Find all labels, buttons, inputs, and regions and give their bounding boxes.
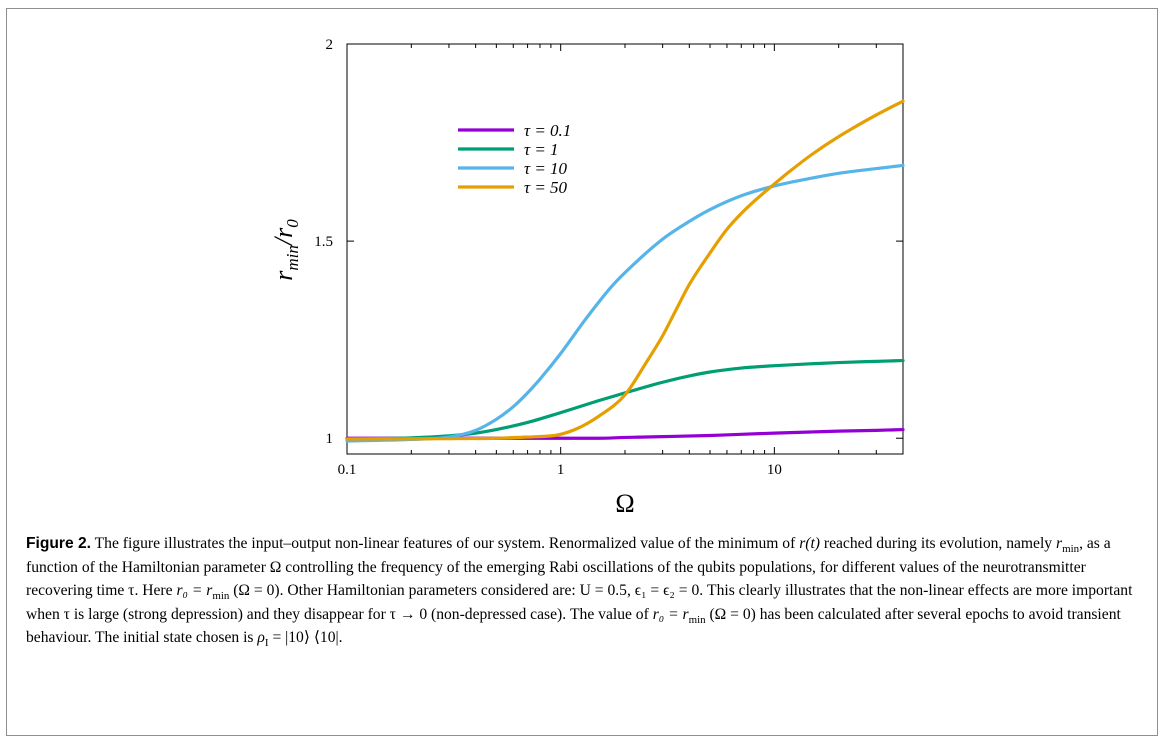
y-tick-label: 1 xyxy=(326,431,334,447)
legend-label-3: τ = 50 xyxy=(524,178,568,197)
caption-text-4: . Other Hamiltonian parameters considere… xyxy=(26,582,1133,623)
caption-rt: r(t) xyxy=(799,535,820,552)
plot-area xyxy=(346,43,904,455)
caption-r0-def-2: r₀ = r xyxy=(652,605,689,623)
legend-label-1: τ = 1 xyxy=(524,140,559,159)
series-line-3 xyxy=(345,99,905,441)
caption-text-1: The figure illustrates the input–output … xyxy=(94,535,800,552)
y-axis-label: rmin/r0 xyxy=(269,219,302,281)
x-tick-label: 1 xyxy=(557,462,565,478)
figure-caption: Figure 2. The figure illustrates the inp… xyxy=(26,532,1138,650)
caption-text-3: , as a function of the Hamiltonian param… xyxy=(26,535,1111,600)
caption-rmin-sub: min xyxy=(1062,543,1080,556)
y-tick-label: 2 xyxy=(326,37,334,53)
x-tick-label: 10 xyxy=(767,462,782,478)
caption-text-2: reached during its evolution, namely xyxy=(820,535,1057,552)
figure-frame xyxy=(6,8,1158,736)
x-tick-label: 0.1 xyxy=(338,462,357,478)
legend-label-0: τ = 0.1 xyxy=(524,121,571,140)
caption-text-5: has been calculated after several epochs… xyxy=(26,605,1121,647)
caption-r0-def-tail: (Ω = 0) xyxy=(229,582,280,600)
legend-label-2: τ = 10 xyxy=(524,159,568,178)
caption-r0-def-tail-2: (Ω = 0) xyxy=(705,605,756,623)
caption-rmin: r xyxy=(1056,535,1063,552)
series-line-2 xyxy=(345,163,905,443)
caption-rho-tail: = |10⟩ ⟨10|. xyxy=(268,629,343,647)
legend: τ = 0.1τ = 1τ = 10τ = 50 xyxy=(458,121,571,197)
y-tick-label: 1.5 xyxy=(314,234,333,250)
caption-rho-sub: I xyxy=(264,637,269,650)
caption-rho: ρ xyxy=(257,629,265,647)
caption-r0-def-sub-2: min xyxy=(688,613,706,626)
series-line-1 xyxy=(345,358,905,441)
x-axis-label: Ω xyxy=(615,489,634,518)
figure-label: Figure 2. xyxy=(26,535,91,552)
caption-r0-def: r₀ = r xyxy=(176,582,213,600)
caption-r0-def-sub: min xyxy=(212,590,230,603)
